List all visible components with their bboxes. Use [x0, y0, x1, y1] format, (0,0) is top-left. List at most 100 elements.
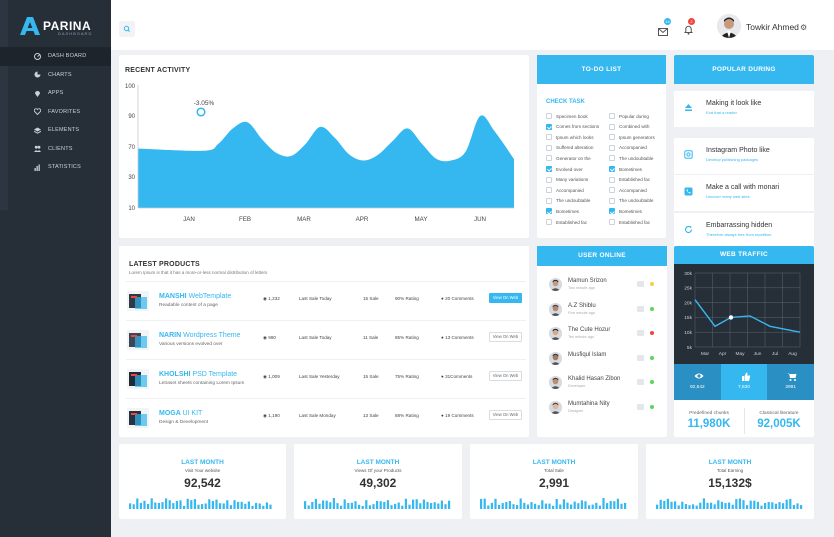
gear-icon[interactable]: ⚙	[800, 23, 808, 32]
todo-checkbox[interactable]	[609, 187, 615, 194]
todo-checkbox[interactable]	[609, 166, 615, 172]
traffic-stat[interactable]: 7,630	[720, 364, 768, 400]
traffic-stat[interactable]: 92,542	[674, 364, 721, 400]
user-row[interactable]: The Cute Hozur Ten minute ago	[537, 323, 667, 347]
todo-checkbox[interactable]	[609, 134, 615, 141]
todo-checkbox[interactable]	[546, 144, 552, 151]
product-name[interactable]: MANSHI WebTemplate	[159, 293, 231, 300]
product-name[interactable]: KHOLSHI PSD Template	[159, 371, 237, 378]
user-row[interactable]: Khalid Hasan Zibon Developer	[537, 372, 667, 396]
table-row[interactable]: KHOLSHI PSD Template Letraset sheets cont…	[126, 359, 526, 397]
todo-item[interactable]: Evolved over	[546, 166, 583, 172]
table-row[interactable]: MOGA UI KIT Design & Development ◉ 1,190 La…	[126, 398, 526, 436]
todo-checkbox[interactable]	[609, 123, 615, 130]
todo-item[interactable]: The undoubtable	[609, 197, 653, 204]
search-button[interactable]	[119, 21, 135, 37]
traffic-point[interactable]	[728, 315, 734, 320]
todo-checkbox[interactable]	[609, 208, 615, 215]
chat-icon[interactable]	[637, 330, 644, 336]
todo-item[interactable]: Combined with	[609, 123, 649, 130]
todo-item[interactable]: Suffered alteration	[546, 144, 593, 151]
todo-checkbox[interactable]	[546, 123, 552, 130]
todo-item[interactable]: Bometimes	[546, 208, 579, 215]
chat-icon[interactable]	[637, 305, 644, 312]
todo-item[interactable]: Ipsum generators	[609, 134, 655, 141]
sidebar-item-dash-board[interactable]: DASH BOARD	[0, 47, 111, 66]
spark-bar	[512, 504, 515, 509]
todo-checkbox[interactable]	[546, 208, 552, 215]
todo-checkbox[interactable]	[546, 197, 552, 204]
view-on-web-button[interactable]: View On Web	[489, 293, 522, 303]
table-row[interactable]: NARIN Wordpress Theme Various versions ev…	[126, 320, 526, 358]
view-on-web-button[interactable]: View On Web	[489, 410, 522, 420]
user-name[interactable]: Towkir Ahmed	[746, 22, 799, 32]
view-on-web-button[interactable]: View On Web	[489, 371, 522, 381]
user-name: A.Z Shiblu	[568, 302, 596, 309]
todo-item[interactable]: Established fac	[609, 219, 650, 225]
todo-item[interactable]: Many variations	[546, 176, 588, 183]
todo-item[interactable]: Popular during	[609, 113, 649, 119]
table-row[interactable]: MANSHI WebTemplate Readable content of a …	[126, 281, 526, 319]
user-row[interactable]: Mamun Srizon Two minute ago	[537, 274, 667, 298]
activity-point[interactable]	[196, 107, 206, 117]
todo-checkbox[interactable]	[609, 219, 615, 225]
todo-item[interactable]: Established fac	[609, 176, 650, 183]
spark-bar	[713, 504, 716, 509]
user-row[interactable]: A.Z Shiblu Five minute ago	[537, 299, 667, 323]
notifications-button[interactable]: 2	[683, 18, 695, 40]
traffic-stat[interactable]: 2991	[767, 364, 814, 400]
todo-label: Accompanied	[556, 187, 584, 193]
todo-checkbox[interactable]	[609, 144, 615, 151]
spark-bar	[731, 504, 734, 509]
mail-button[interactable]: 14	[658, 18, 671, 41]
todo-checkbox[interactable]	[546, 155, 552, 162]
todo-checkbox[interactable]	[609, 113, 615, 119]
todo-item[interactable]: Accompanied	[546, 187, 584, 194]
todo-checkbox[interactable]	[546, 187, 552, 194]
popular-item[interactable]: Make a call with monari Uncover many web …	[674, 175, 814, 211]
popular-item[interactable]: Instagram Photo like Develop publishing p…	[674, 138, 814, 174]
todo-item[interactable]: Bometimes	[609, 208, 642, 215]
user-row[interactable]: Mumtahina Nity Designer	[537, 397, 667, 421]
sidebar-item-apps[interactable]: APPS	[0, 84, 111, 103]
popular-item[interactable]: Making it look like Eod that a reader	[674, 91, 814, 127]
todo-checkbox[interactable]	[546, 166, 552, 172]
todo-item[interactable]: The undoubtable	[609, 155, 653, 162]
chat-icon[interactable]	[637, 281, 644, 287]
sidebar-item-clients[interactable]: CLIENTS	[0, 140, 111, 159]
popular-item[interactable]: Embarrassing hidden Therefore always free…	[674, 213, 814, 249]
chat-icon[interactable]	[637, 403, 644, 410]
todo-checkbox[interactable]	[609, 197, 615, 204]
sidebar-item-charts[interactable]: CHARTS	[0, 66, 111, 85]
brand-logo[interactable]: PARINA DASHBOARD	[20, 17, 91, 36]
sidebar-item-statistics[interactable]: STATISTICS	[0, 158, 111, 177]
todo-item[interactable]: Comes from sections	[546, 123, 599, 130]
todo-item[interactable]: The undoubtable	[546, 197, 590, 204]
todo-item[interactable]: Specimen book	[546, 113, 588, 119]
todo-item[interactable]: Bometimes	[609, 166, 642, 172]
product-name[interactable]: NARIN Wordpress Theme	[159, 332, 240, 339]
todo-checkbox[interactable]	[546, 219, 552, 225]
todo-checkbox[interactable]	[609, 176, 615, 183]
user-row[interactable]: Musfiqul Islam	[537, 348, 667, 372]
todo-item[interactable]: Accompanied	[609, 187, 647, 194]
avatar[interactable]	[717, 14, 741, 38]
todo-checkbox[interactable]	[546, 176, 552, 183]
chat-icon[interactable]	[637, 379, 644, 385]
view-on-web-button[interactable]: View On Web	[489, 332, 522, 342]
todo-checkbox[interactable]	[609, 155, 615, 162]
product-name[interactable]: MOGA UI KIT	[159, 410, 202, 417]
sidebar-item-favorites[interactable]: FAVORITES	[0, 103, 111, 122]
recent-activity-chart: 100 90 70 30 10 JAN FEB MAR APR MAY JUN -3.05%	[125, 84, 514, 223]
popular-item-title: Instagram Photo like	[706, 147, 770, 154]
sidebar-item-elements[interactable]: ELEMENTS	[0, 121, 111, 140]
chat-icon[interactable]	[637, 354, 644, 361]
traffic-footer-label: Predefined chunks	[689, 411, 729, 416]
todo-item[interactable]: Accompanied	[609, 144, 647, 151]
eye-icon	[694, 373, 704, 379]
todo-item[interactable]: Established fac	[546, 219, 587, 225]
todo-checkbox[interactable]	[546, 134, 552, 141]
todo-item[interactable]: Generator on the	[546, 155, 591, 162]
todo-item[interactable]: Ipsum which looks	[546, 134, 594, 141]
todo-checkbox[interactable]	[546, 113, 552, 119]
